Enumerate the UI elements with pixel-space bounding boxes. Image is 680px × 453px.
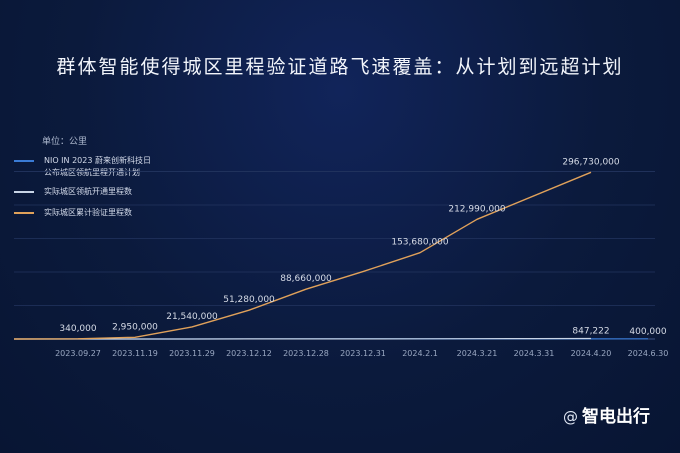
x-tick-label: 2023.09.27 <box>55 349 101 358</box>
unit-label: 单位：公里 <box>42 137 88 147</box>
data-label: 212,990,000 <box>448 204 506 214</box>
x-tick-label: 2023.11.29 <box>169 349 215 358</box>
legend-label-verified: 实际城区累计验证里程数 <box>44 208 132 217</box>
x-tick-label: 2023.12.12 <box>226 349 272 358</box>
watermark-text: 智电出行 <box>582 407 650 427</box>
x-tick-label: 2023.12.28 <box>283 349 329 358</box>
x-tick-label: 2024.2.1 <box>402 349 438 358</box>
x-tick-label: 2023.12.31 <box>340 349 386 358</box>
legend-swatch-opened <box>14 191 34 193</box>
watermark-at: @ <box>563 408 578 426</box>
data-label: 847,222 <box>572 327 609 337</box>
x-tick-label: 2023.11.19 <box>112 349 158 358</box>
chart-title: 群体智能使得城区里程验证道路飞速覆盖：从计划到远超计划 <box>56 56 624 78</box>
legend-label-plan-line1: NIO IN 2023 蔚来创新科技日 <box>44 156 151 165</box>
x-tick-label: 2024.6.30 <box>628 349 669 358</box>
data-label: 2,950,000 <box>112 322 158 332</box>
x-tick-label: 2024.3.31 <box>514 349 555 358</box>
legend-label-opened: 实际城区领航开通里程数 <box>44 187 132 196</box>
data-label: 88,660,000 <box>280 274 332 284</box>
legend-label-plan-line2: 公布城区领航里程开通计划 <box>44 168 140 177</box>
data-label: 21,540,000 <box>166 312 218 322</box>
x-tick-label: 2024.4.20 <box>571 349 612 358</box>
data-label: 296,730,000 <box>562 157 620 167</box>
x-tick-label: 2024.3.21 <box>457 349 498 358</box>
data-label: 153,680,000 <box>391 238 449 248</box>
legend-label-plan: NIO IN 2023 蔚来创新科技日 公布城区领航里程开通计划 <box>44 155 151 179</box>
data-label: 340,000 <box>59 324 96 334</box>
series-line-0 <box>13 171 592 340</box>
watermark: @ 智电出行 <box>563 402 650 427</box>
legend-swatch-plan <box>14 160 34 162</box>
data-label: 51,280,000 <box>223 295 275 305</box>
series-line-1 <box>14 337 592 340</box>
legend-swatch-verified <box>14 212 34 214</box>
data-label: 400,000 <box>629 327 666 337</box>
